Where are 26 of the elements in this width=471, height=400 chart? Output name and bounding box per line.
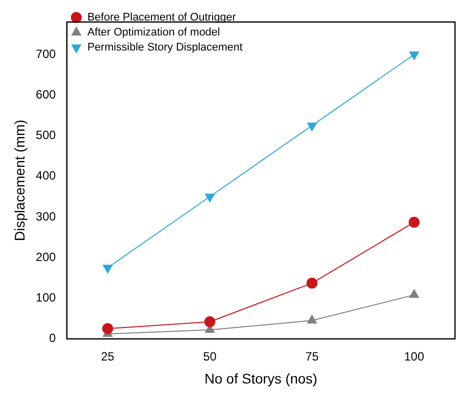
y-tick-label: 100: [36, 290, 56, 304]
y-tick-label: 700: [36, 46, 56, 61]
y-tick-label: 400: [36, 168, 56, 183]
x-axis-title: No of Storys (nos): [204, 370, 318, 386]
y-tick-label: 0: [49, 331, 56, 346]
point: [205, 194, 215, 202]
point: [408, 216, 420, 228]
point: [409, 51, 419, 60]
y-tick-label: 200: [36, 250, 56, 264]
y-tick-label: 600: [36, 87, 56, 102]
point: [307, 122, 317, 132]
x-tick-label: 25: [101, 349, 115, 364]
legend-label: After Optimization of model: [87, 26, 220, 39]
point: [102, 323, 114, 334]
x-tick-label: 100: [404, 349, 424, 364]
y-axis-title: Displacement (mm): [11, 120, 28, 242]
x-tick-label: 75: [305, 349, 319, 364]
point: [409, 289, 419, 298]
x-tick-label: 50: [203, 349, 217, 364]
point: [306, 278, 318, 289]
point: [307, 315, 317, 324]
point: [204, 316, 216, 328]
y-tick-label: 500: [36, 128, 56, 142]
point: [102, 264, 113, 274]
y-tick-label: 300: [36, 209, 56, 224]
legend-label: Permissible Story Displacement: [87, 42, 243, 54]
